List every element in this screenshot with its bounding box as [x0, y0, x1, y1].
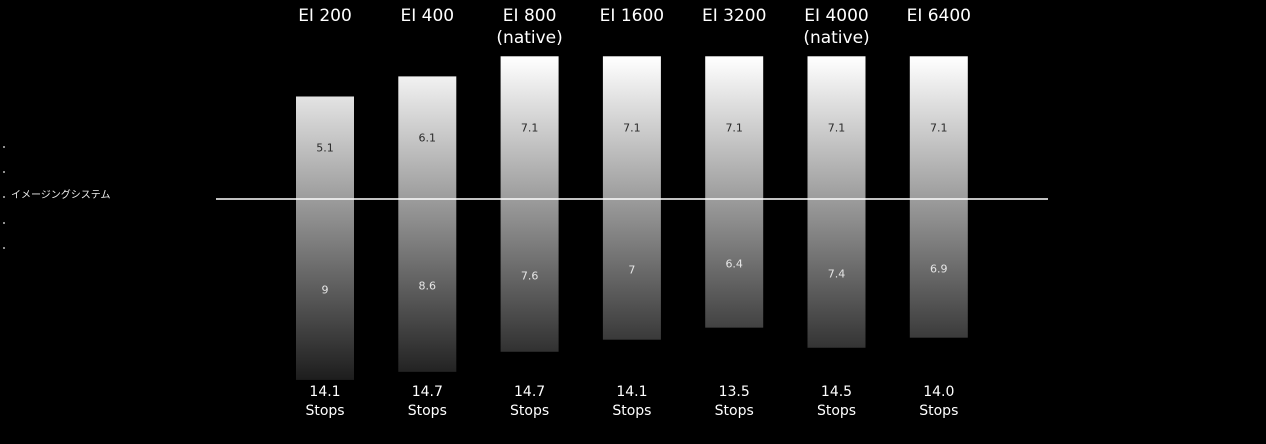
total-stops-unit: Stops [408, 403, 447, 419]
category-label: EI 800 [503, 6, 557, 26]
value-label-above: 6.1 [419, 132, 437, 145]
total-stops-unit: Stops [715, 403, 754, 419]
total-stops-unit: Stops [510, 403, 549, 419]
value-label-above: 7.1 [828, 122, 846, 135]
value-label-above: 7.1 [725, 122, 743, 135]
dynamic-range-bar [296, 96, 354, 380]
value-label-above: 5.1 [316, 142, 334, 155]
total-stops-value: 14.7 [412, 384, 443, 400]
total-stops-value: 14.1 [309, 384, 340, 400]
category-label: EI 400 [400, 6, 454, 26]
total-stops-unit: Stops [817, 403, 856, 419]
category-label: EI 6400 [907, 6, 971, 26]
side-navigation: イメージングシステム [0, 0, 200, 444]
dynamic-range-bar [705, 56, 764, 328]
value-label-below: 8.6 [419, 279, 437, 292]
nav-dot[interactable] [3, 247, 5, 249]
category-label: EI 200 [298, 6, 352, 26]
total-stops-unit: Stops [305, 403, 344, 419]
dynamic-range-bar [909, 56, 968, 338]
dynamic-range-bar [500, 56, 559, 352]
nav-dot[interactable] [3, 171, 5, 173]
dynamic-range-bar [398, 76, 457, 372]
nav-dot[interactable] [3, 146, 5, 148]
value-label-below: 6.9 [930, 262, 948, 275]
category-label: EI 3200 [702, 6, 766, 26]
value-label-below: 7.4 [828, 267, 846, 280]
value-label-below: 7.6 [521, 269, 539, 282]
total-stops-unit: Stops [612, 403, 651, 419]
category-label: EI 1600 [600, 6, 664, 26]
value-label-above: 7.1 [521, 122, 539, 135]
category-label: (native) [803, 28, 869, 48]
value-label-above: 7.1 [930, 122, 948, 135]
total-stops-unit: Stops [919, 403, 958, 419]
total-stops-value: 14.1 [616, 384, 647, 400]
category-label: (native) [496, 28, 562, 48]
value-label-above: 7.1 [623, 122, 641, 135]
nav-dot[interactable] [3, 222, 5, 224]
total-stops-value: 14.0 [923, 384, 954, 400]
total-stops-value: 13.5 [719, 384, 750, 400]
category-label: EI 4000 [804, 6, 868, 26]
total-stops-value: 14.7 [514, 384, 545, 400]
dynamic-range-bar [602, 56, 661, 340]
value-label-below: 7 [628, 263, 635, 276]
total-stops-value: 14.5 [821, 384, 852, 400]
nav-dot-active[interactable] [3, 196, 5, 198]
value-label-below: 9 [322, 283, 329, 296]
nav-label-imaging-system[interactable]: イメージングシステム [11, 190, 111, 201]
dynamic-range-bar [807, 56, 866, 348]
value-label-below: 6.4 [725, 257, 743, 270]
